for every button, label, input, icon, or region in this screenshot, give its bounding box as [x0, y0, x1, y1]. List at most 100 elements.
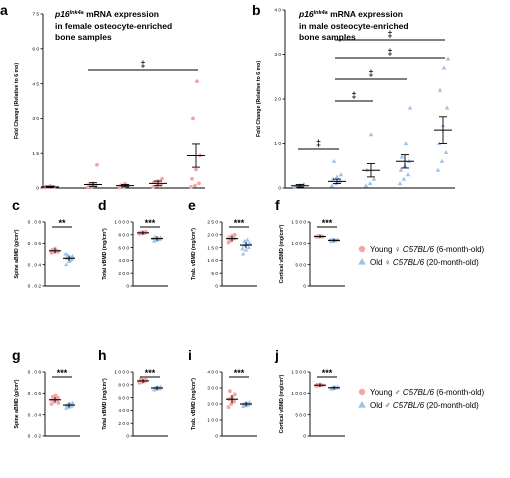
significance-stars: *** [145, 368, 156, 378]
data-point-old [245, 237, 250, 242]
data-point-young [56, 401, 61, 405]
y-tick-label: 5 0 0 [295, 262, 306, 268]
panel-label-f: f [275, 197, 280, 213]
data-point [338, 172, 344, 177]
data-point-old [65, 252, 70, 257]
data-point [363, 183, 369, 188]
legend-female: Young ♀ C57BL/6 (6-month-old) Old ♀ C57BL… [358, 245, 485, 267]
panel-f: f 0 5 0 0 1 0 0 0 1 5 0 0 Cortical vBMD (mg/c… [275, 197, 345, 290]
data-point-old [243, 247, 249, 252]
data-point [329, 183, 335, 188]
data-point-young [53, 393, 58, 398]
panel-label-b: b [252, 2, 261, 18]
data-point-old [68, 258, 73, 262]
significance-marker: ‡ [140, 59, 145, 69]
data-point [403, 141, 409, 146]
data-point [399, 154, 405, 159]
y-tick-label: 3 0 [274, 52, 281, 58]
significance-marker: ‡ [387, 29, 392, 39]
y-axis-label: Fold Change (Relative to 6 mo) [14, 63, 20, 139]
data-point-old [241, 251, 246, 256]
y-tick-label: 0 [303, 434, 306, 440]
title-superscript: Ink4a [70, 10, 84, 16]
legend-entry-old: Old ♀ C57BL/6 (20-month-old) [370, 258, 479, 267]
data-point-old [70, 253, 75, 258]
y-tick-label: 1 0 0 0 [114, 220, 129, 226]
significance-marker: ‡ [387, 47, 392, 57]
panel-b: b p16Ink4a mRNA expression in male osteocy… [252, 2, 455, 192]
y-tick-label: 2 0 0 [118, 421, 129, 427]
panel-title-b: p16Ink4a mRNA expression [298, 9, 403, 19]
y-tick-label: 5 0 0 [295, 412, 306, 418]
y-axis-label: Total vBMD (mg/cm³) [102, 228, 108, 280]
panel-label-a: a [0, 2, 8, 18]
legend-prefix: Old ♂ [370, 401, 393, 410]
data-point [371, 176, 377, 181]
significance-marker: ‡ [368, 68, 373, 78]
data-point [194, 167, 198, 172]
data-point [195, 79, 199, 84]
significance-stars: *** [234, 218, 245, 228]
legend-marker-young [358, 245, 366, 253]
y-tick-label: 0 . 0 2 [28, 284, 42, 290]
y-tick-label: 1 5 0 0 [291, 220, 306, 226]
panel-title-line: bone samples [299, 32, 356, 42]
y-tick-label: 6 0 0 [118, 395, 129, 401]
legend-age: (20-month-old) [424, 258, 479, 267]
y-tick-label: 2 5 0 [207, 220, 218, 226]
data-point [444, 105, 450, 110]
data-point-old [240, 246, 245, 251]
panel-label-i: i [188, 347, 192, 363]
y-tick-label: 0 . 0 2 [28, 434, 42, 440]
y-tick-label: 6 0 [32, 47, 39, 53]
significance-stars: *** [57, 368, 68, 378]
y-tick-label: 4 0 0 [118, 258, 129, 264]
y-tick-label: 2 0 0 [207, 233, 218, 239]
y-tick-label: 1 5 [32, 151, 39, 157]
y-tick-label: 4 0 0 [207, 370, 218, 376]
y-tick-label: 0 [126, 434, 129, 440]
data-point-young [232, 392, 237, 397]
significance-stars: ** [58, 218, 66, 228]
y-tick-label: 0 . 0 4 [28, 262, 42, 268]
data-point [191, 116, 195, 121]
panel-label-j: j [274, 347, 279, 363]
data-point-old [70, 400, 75, 405]
data-point [439, 158, 445, 163]
y-tick-label: 1 0 0 [207, 418, 218, 424]
y-tick-label: 2 0 [274, 97, 281, 103]
data-point [437, 87, 443, 92]
data-point-old [63, 251, 68, 256]
legend-strain: C57BL/6 [403, 388, 435, 397]
legend-strain: C57BL/6 [393, 258, 425, 267]
y-axis-label: Cortical vBMD (mg/cm³) [279, 374, 285, 433]
y-tick-label: 8 0 0 [118, 233, 129, 239]
significance-stars: *** [234, 368, 245, 378]
data-point [190, 176, 194, 181]
y-tick-label: 0 . 0 4 [28, 412, 42, 418]
data-point [397, 181, 403, 186]
panel-d: d 0 2 0 0 4 0 0 6 0 0 8 0 0 1 0 0 0 Total vBMD … [98, 197, 168, 290]
legend-marker-old [358, 401, 366, 408]
significance-marker: ‡ [316, 138, 321, 148]
legend-age: (20-month-old) [424, 401, 479, 410]
significance-stars: *** [322, 368, 333, 378]
y-tick-label: 0 [278, 186, 281, 192]
y-tick-label: 0 [215, 434, 218, 440]
legend-prefix: Young ♂ [370, 388, 403, 397]
y-tick-label: 0 . 0 8 [28, 220, 42, 226]
panel-title-a: p16Ink4a mRNA expression [54, 9, 159, 19]
data-point [401, 176, 407, 181]
y-tick-label: 0 . 0 6 [28, 241, 42, 247]
data-point-old [158, 235, 163, 239]
y-tick-label: 8 0 0 [118, 383, 129, 389]
panel-h: h 0 2 0 0 4 0 0 6 0 0 8 0 0 1 0 0 0 Total vBMD … [98, 347, 168, 440]
y-tick-label: 0 . 0 6 [28, 391, 42, 397]
significance-marker: ‡ [351, 90, 356, 100]
data-point-old [247, 400, 252, 404]
y-tick-label: 5 0 [211, 271, 218, 277]
y-tick-label: 0 [36, 186, 39, 192]
y-tick-label: 4 0 [274, 8, 281, 14]
data-point-young [232, 232, 237, 237]
panel-j: j 0 5 0 0 1 0 0 0 1 5 0 0 Cortical vBMD (mg/c… [274, 347, 345, 440]
